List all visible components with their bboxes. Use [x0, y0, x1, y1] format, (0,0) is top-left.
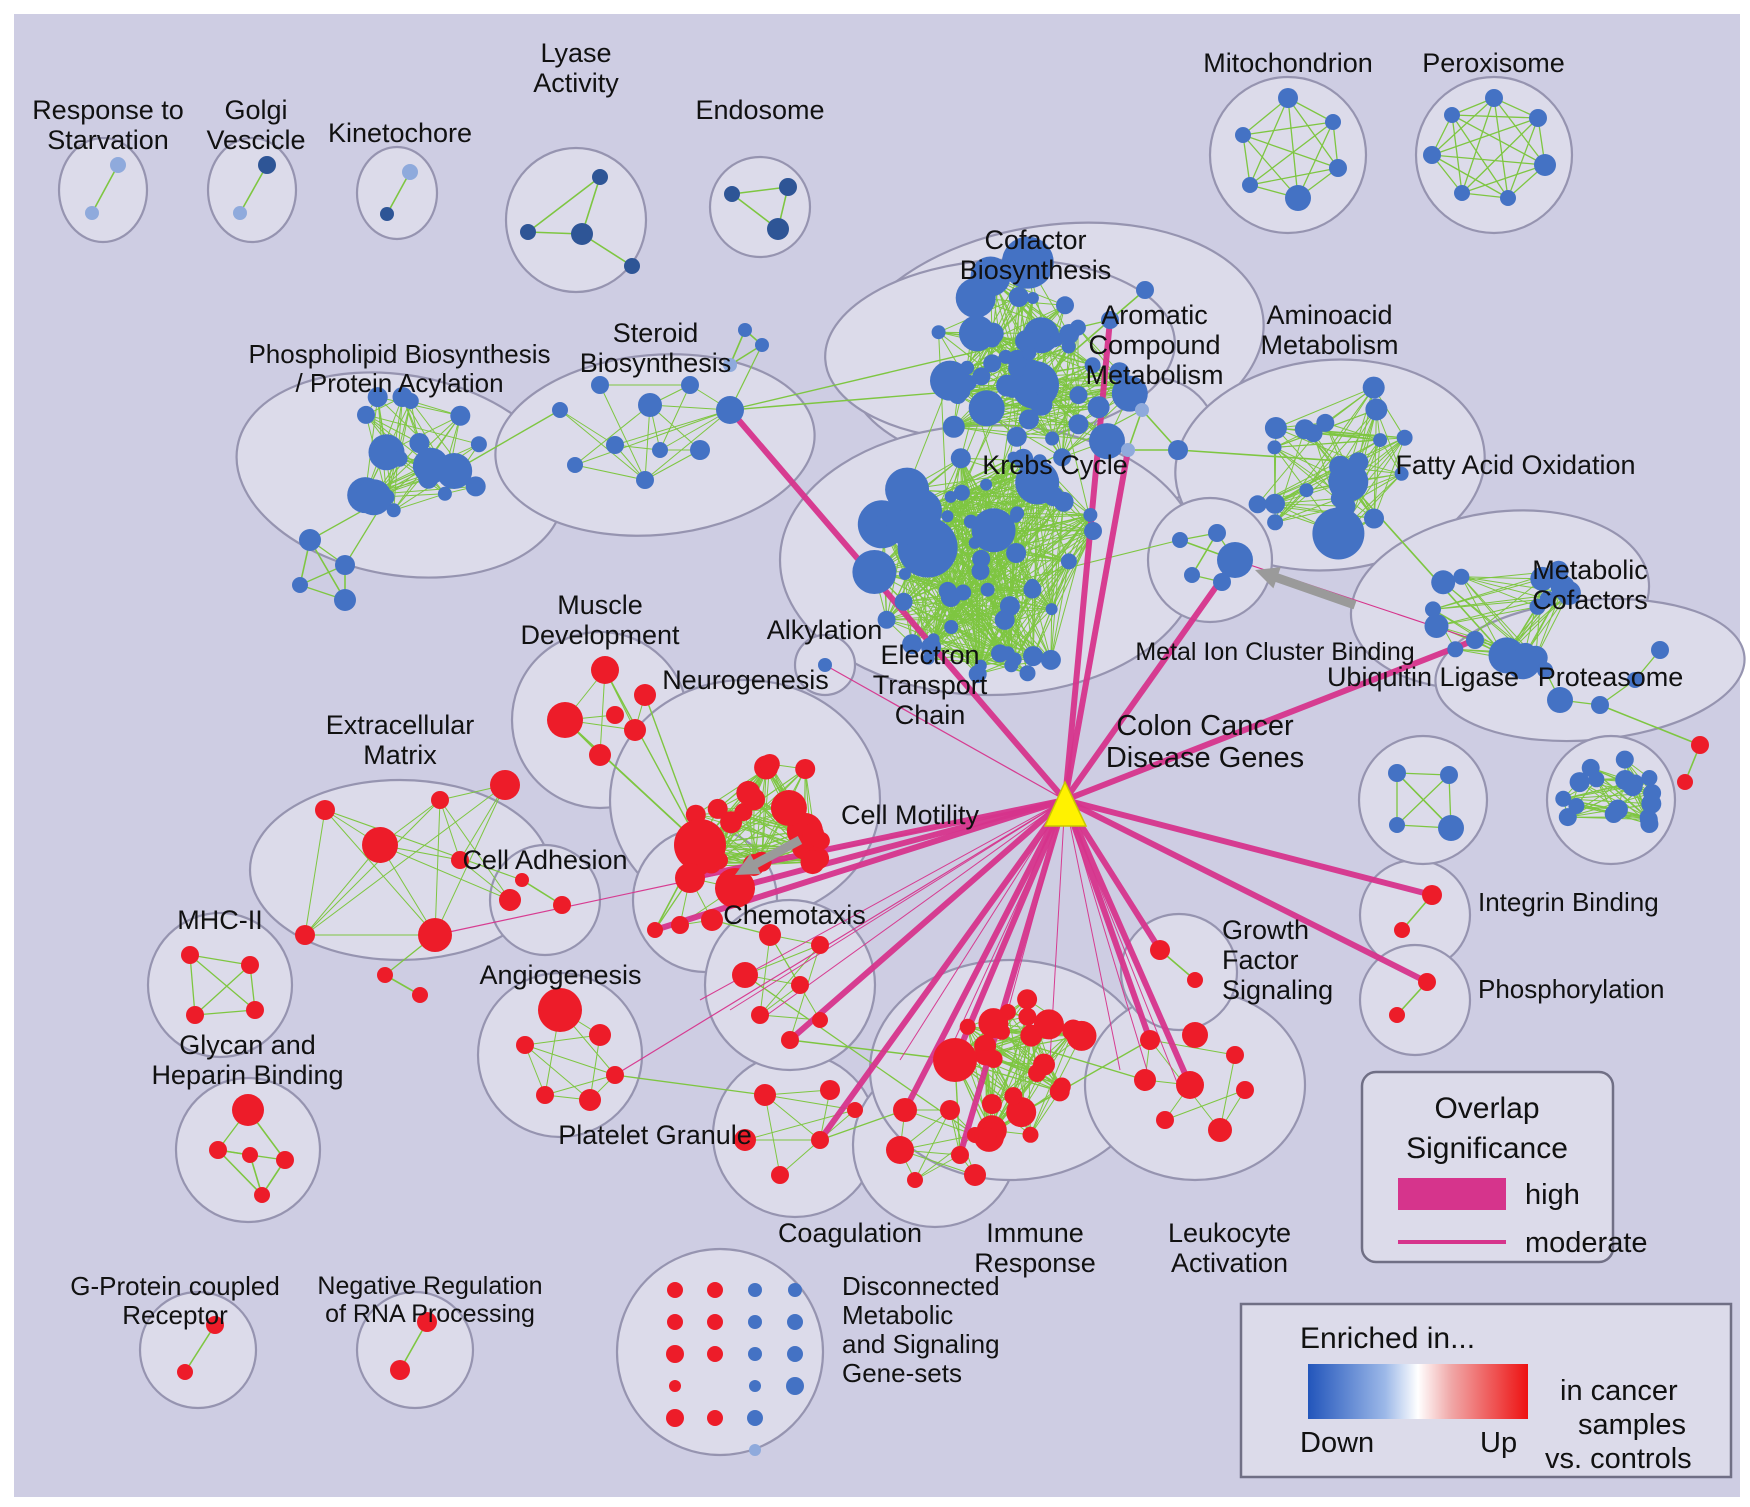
svg-text:Down: Down [1300, 1427, 1374, 1459]
svg-text:Up: Up [1480, 1427, 1517, 1459]
svg-text:vs. controls: vs. controls [1545, 1443, 1692, 1475]
svg-text:Overlap: Overlap [1434, 1092, 1539, 1125]
svg-text:moderate: moderate [1525, 1227, 1648, 1259]
svg-text:Significance: Significance [1406, 1132, 1568, 1165]
svg-text:in cancer: in cancer [1560, 1375, 1678, 1407]
svg-text:high: high [1525, 1179, 1580, 1211]
svg-text:samples: samples [1578, 1409, 1686, 1441]
svg-text:Enriched in...: Enriched in... [1300, 1322, 1475, 1355]
